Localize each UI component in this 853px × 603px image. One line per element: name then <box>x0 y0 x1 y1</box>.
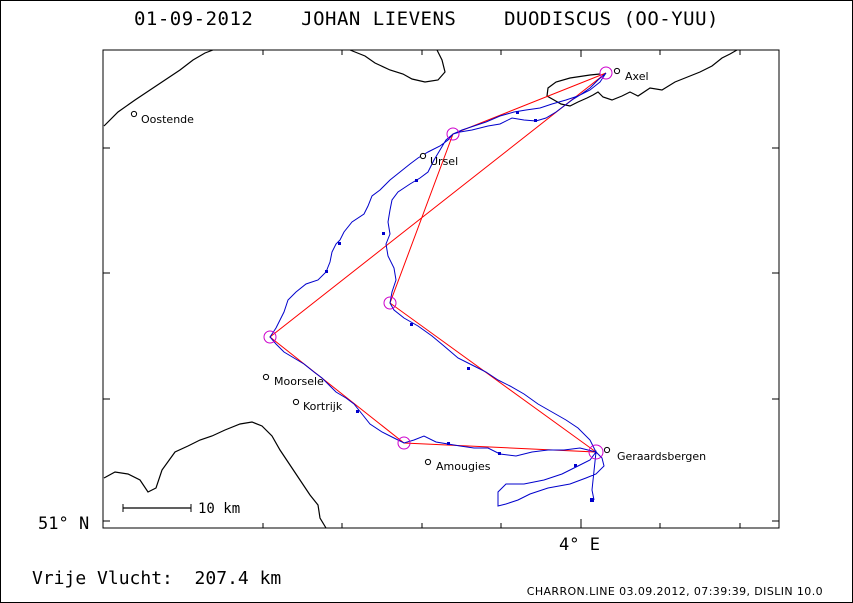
flight-track <box>269 72 607 507</box>
scale-bar-label: 10 km <box>198 501 240 517</box>
town-label-kortrijk: Kortrijk <box>303 400 343 413</box>
town-label-oostende: Oostende <box>141 113 194 126</box>
axis-ticks <box>103 50 779 528</box>
town-marker-oostende <box>130 110 138 118</box>
task-line <box>269 72 607 453</box>
town-marker-kortrijk <box>292 398 300 406</box>
turnpoint-3 <box>263 330 277 344</box>
plot-border <box>102 49 780 529</box>
scale-bar: 10 km <box>122 501 240 517</box>
town-label-axel: Axel <box>625 70 649 83</box>
town-marker-moorsele <box>262 373 270 381</box>
town-label-ursel: Ursel <box>430 155 458 168</box>
coastline <box>103 49 738 529</box>
track-fixes <box>325 111 594 502</box>
town-label-moorsele: Moorsele <box>274 375 324 388</box>
town-label-amougies: Amougies <box>436 460 491 473</box>
turnpoint-2 <box>383 296 397 310</box>
town-marker-geraardsbergen <box>603 446 611 454</box>
turnpoint-1 <box>446 127 460 141</box>
town-label-geraardsbergen: Geraardsbergen <box>617 450 706 463</box>
town-marker-amougies <box>424 458 432 466</box>
map-title: 01-09-2012 JOHAN LIEVENS DUODISCUS (OO-Y… <box>133 8 719 30</box>
turnpoints <box>263 66 613 460</box>
turnpoint-4 <box>397 436 411 450</box>
credit-line: CHARRON.LINE 03.09.2012, 07:39:39, DISLI… <box>526 585 823 598</box>
turnpoint-geraardsbergen <box>588 444 604 460</box>
town-marker-axel <box>613 67 621 75</box>
longitude-label: 4° E <box>559 535 600 555</box>
latitude-label: 51° N <box>38 514 90 534</box>
town-markers: Oostende Axel Ursel Moorsele Kortrijk Am… <box>130 67 706 473</box>
turnpoint-axel <box>599 66 613 80</box>
flight-distance: Vrije Vlucht: 207.4 km <box>32 568 282 589</box>
town-marker-ursel <box>419 152 427 160</box>
